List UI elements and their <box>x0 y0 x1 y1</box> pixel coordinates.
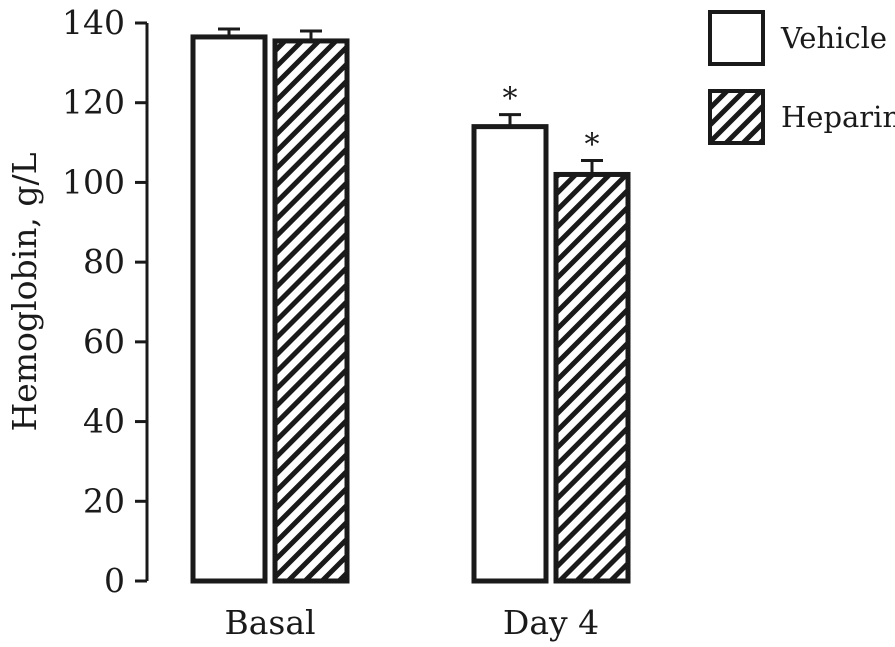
y-tick-label: 0 <box>104 561 125 600</box>
legend-label-heparin: Heparin <box>781 100 895 134</box>
significance-marker: * <box>585 128 600 163</box>
y-axis-label: Hemoglobin, g/L <box>5 152 44 431</box>
bar-heparin-day-4 <box>553 171 631 584</box>
bar-group: ** <box>190 27 631 584</box>
category-labels: Basal Day 4 <box>224 603 599 642</box>
bar-vehicle-basal <box>190 34 268 584</box>
bar-vehicle-day-4 <box>471 124 549 584</box>
legend: Vehicle Heparin <box>708 10 895 145</box>
y-tick-label: 80 <box>83 242 125 281</box>
y-tick-label: 20 <box>83 481 125 520</box>
y-tick-label: 100 <box>62 162 125 201</box>
bar-heparin-basal <box>272 38 350 584</box>
y-tick-label: 120 <box>62 83 125 122</box>
legend-swatch-heparin <box>708 89 765 145</box>
x-category-label: Day 4 <box>503 603 599 642</box>
legend-swatch-vehicle <box>708 10 765 66</box>
legend-label-vehicle: Vehicle <box>780 21 887 55</box>
significance-marker: * <box>503 82 518 117</box>
y-tick-label: 140 <box>62 3 125 42</box>
x-category-label: Basal <box>224 603 315 642</box>
y-tick-label: 60 <box>83 322 125 361</box>
y-tick-label: 40 <box>83 402 125 441</box>
y-axis: 0 20 40 60 80 100 120 140 <box>62 3 149 600</box>
